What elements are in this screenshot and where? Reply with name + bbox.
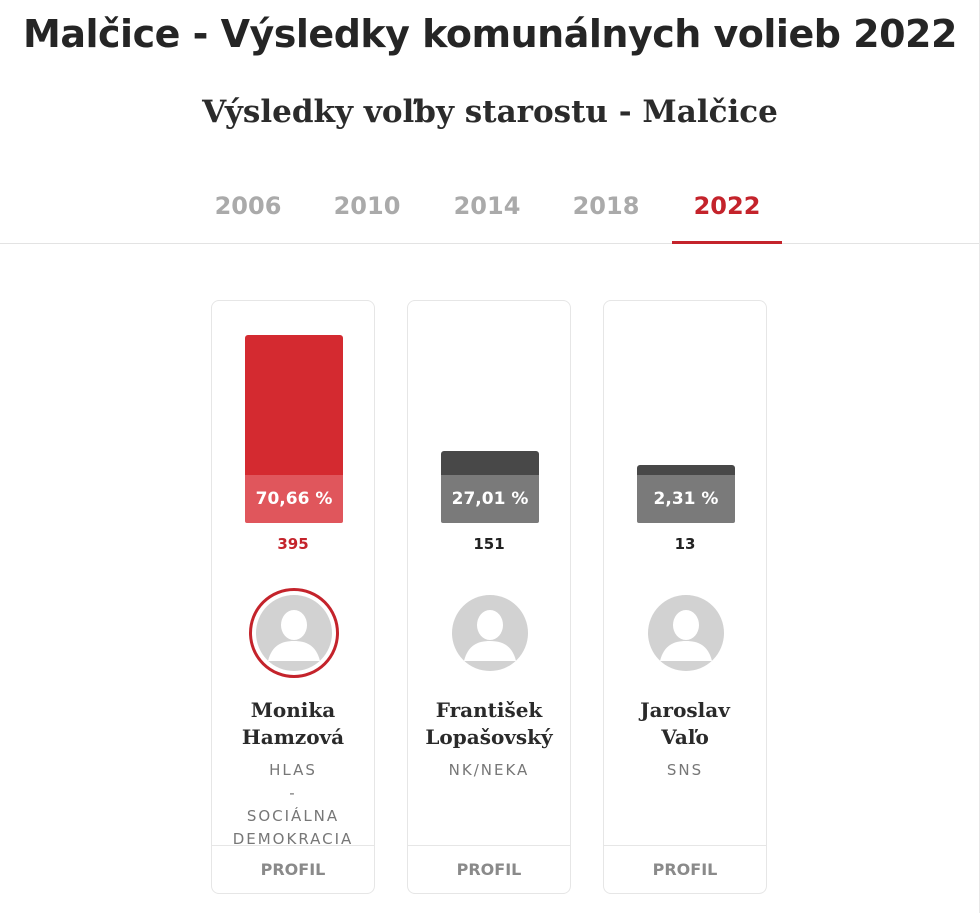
party-line: DEMOKRACIA <box>232 830 354 848</box>
vote-count: 151 <box>473 535 505 553</box>
avatar[interactable] <box>445 588 535 678</box>
candidate-name[interactable]: Monika Hamzová <box>212 697 374 751</box>
tab-2018[interactable]: 2018 <box>572 192 640 220</box>
percent-label: 2,31 % <box>637 475 735 523</box>
result-bar: 70,66 % <box>245 335 343 523</box>
page-title: Malčice - Výsledky komunálnych volieb 20… <box>23 12 957 56</box>
person-avatar-icon <box>256 595 332 671</box>
result-bar-fill <box>637 465 735 475</box>
tab-2014[interactable]: 2014 <box>453 192 521 220</box>
candidate-name-line: Vaľo <box>661 725 709 749</box>
vote-count: 395 <box>277 535 309 553</box>
candidate-card: 70,66 % 395 Monika Hamzová HLAS - SOCIÁL… <box>211 300 375 894</box>
percent-label: 27,01 % <box>441 474 539 523</box>
percent-label: 70,66 % <box>245 475 343 523</box>
candidate-name[interactable]: Jaroslav Vaľo <box>604 697 766 751</box>
tab-2006[interactable]: 2006 <box>214 192 282 220</box>
candidate-name-line: Monika <box>250 698 336 722</box>
candidate-card: 27,01 % 151 František Lopašovský NK/NEKA… <box>407 300 571 894</box>
vote-count: 13 <box>674 535 696 553</box>
result-bar-fill <box>441 451 539 475</box>
candidate-name[interactable]: František Lopašovský <box>408 697 570 751</box>
result-bar: 2,31 % <box>637 465 735 523</box>
result-bar: 27,01 % <box>441 451 539 523</box>
candidate-party: SNS <box>604 759 766 782</box>
person-avatar-icon <box>648 595 724 671</box>
party-line: SNS <box>666 761 704 779</box>
profile-button[interactable]: PROFIL <box>604 845 766 893</box>
result-bar-fill <box>245 335 343 475</box>
candidate-card: 2,31 % 13 Jaroslav Vaľo SNS PROFIL <box>603 300 767 894</box>
candidate-party: HLAS - SOCIÁLNA DEMOKRACIA <box>212 759 374 851</box>
section-subtitle: Výsledky voľby starostu - Malčice <box>202 94 778 130</box>
candidate-name-line: Lopašovský <box>425 725 553 749</box>
tab-2022[interactable]: 2022 <box>672 186 782 244</box>
party-line: SOCIÁLNA <box>246 807 340 825</box>
avatar[interactable] <box>249 588 339 678</box>
party-line: - <box>289 784 297 802</box>
party-line: NK/NEKA <box>448 761 530 779</box>
avatar[interactable] <box>641 588 731 678</box>
person-avatar-icon <box>452 595 528 671</box>
candidate-name-line: Hamzová <box>241 725 345 749</box>
party-line: HLAS <box>269 761 317 779</box>
candidate-name-line: František <box>435 698 543 722</box>
profile-button[interactable]: PROFIL <box>212 845 374 893</box>
tab-2010[interactable]: 2010 <box>333 192 401 220</box>
candidate-name-line: Jaroslav <box>640 698 730 722</box>
candidate-party: NK/NEKA <box>408 759 570 782</box>
year-tabs: 2006 2010 2014 2018 2022 <box>0 186 980 244</box>
profile-button[interactable]: PROFIL <box>408 845 570 893</box>
